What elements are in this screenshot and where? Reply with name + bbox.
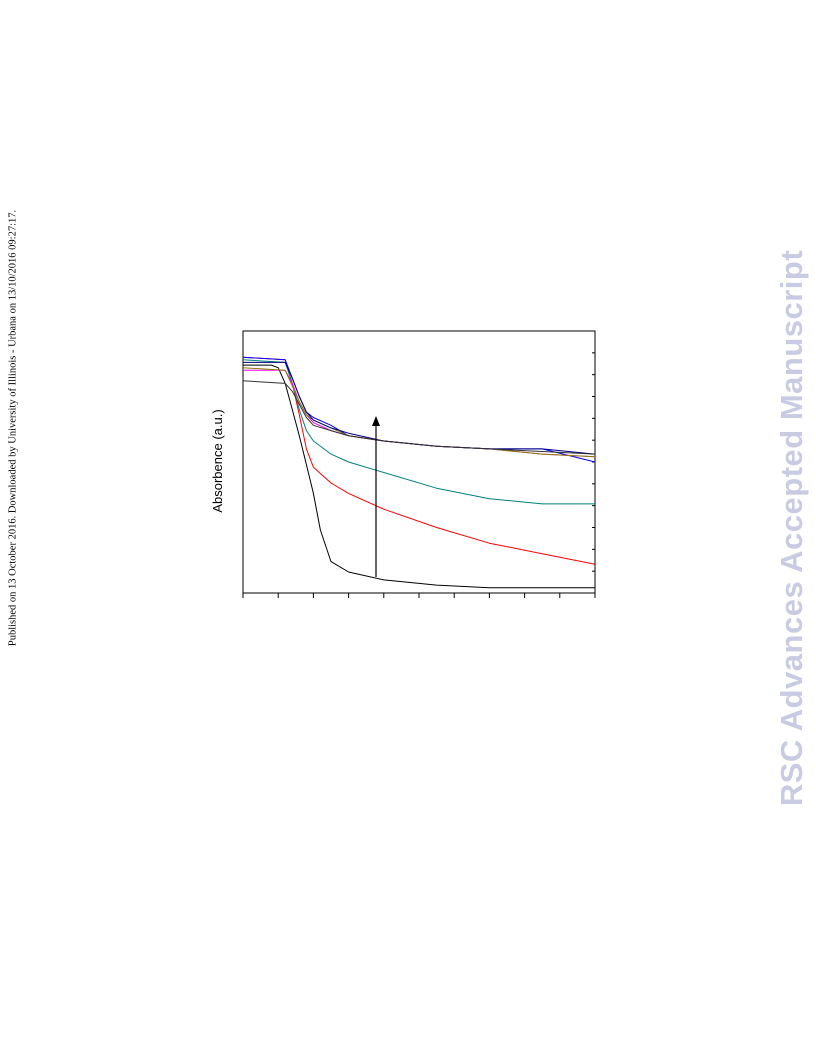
series-line-5 — [243, 369, 596, 458]
y-axis-ticks — [592, 330, 595, 594]
series-line-1 — [243, 364, 595, 589]
series-line-6 — [242, 367, 596, 458]
y-axis-label: Absorbence (a.u.) — [210, 409, 225, 512]
series-line-3 — [242, 359, 595, 505]
series-group — [242, 356, 596, 589]
series-line-4 — [242, 356, 596, 463]
series-line-8 — [242, 380, 596, 455]
series-line-7 — [243, 361, 596, 455]
x-axis-ticks — [242, 593, 596, 598]
trend-arrow-head — [372, 416, 380, 426]
